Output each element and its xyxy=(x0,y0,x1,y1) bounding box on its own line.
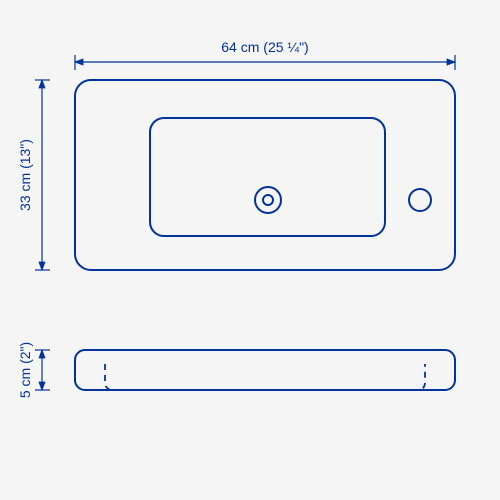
sink-side-cavity xyxy=(105,364,425,390)
sink-basin xyxy=(150,118,385,236)
drain-inner xyxy=(263,195,273,205)
dimension-diagram: 64 cm (25 ¼") 33 cm (13") 5 cm (2") xyxy=(0,0,500,500)
tap-hole xyxy=(409,189,431,211)
sink-side-outline xyxy=(75,350,455,390)
dim-width-label: 64 cm (25 ¼") xyxy=(221,39,308,55)
dim-height-label: 5 cm (2") xyxy=(17,342,33,398)
sink-top-outline xyxy=(75,80,455,270)
dim-depth-label: 33 cm (13") xyxy=(17,139,33,211)
